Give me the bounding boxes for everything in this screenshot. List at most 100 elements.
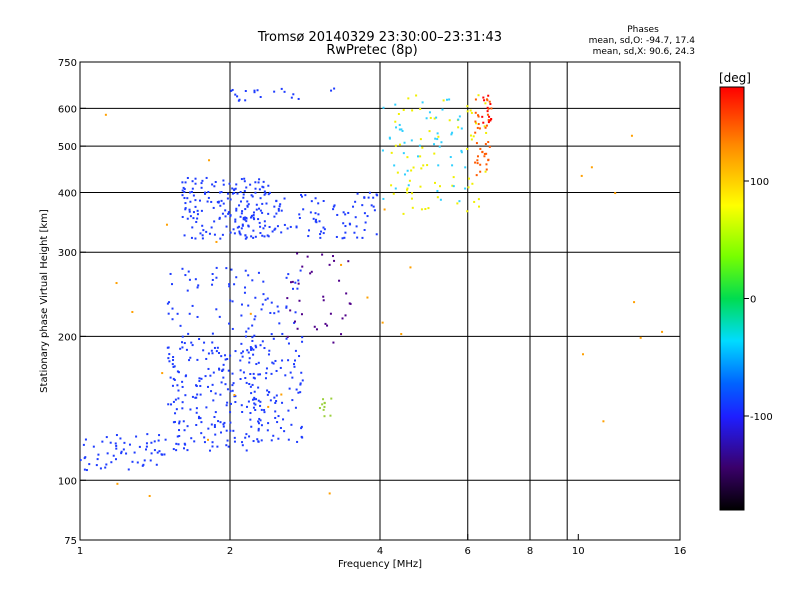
data-point xyxy=(257,420,260,423)
data-point xyxy=(470,111,473,114)
data-point xyxy=(264,192,267,195)
data-point xyxy=(172,365,175,368)
data-point xyxy=(253,396,256,399)
data-point xyxy=(242,218,245,221)
data-point xyxy=(127,468,130,471)
data-point xyxy=(602,420,605,423)
data-point xyxy=(230,268,233,271)
data-point xyxy=(247,304,250,307)
data-point xyxy=(186,425,189,428)
data-point xyxy=(218,368,221,371)
data-point xyxy=(213,185,216,188)
data-point xyxy=(213,233,216,236)
data-point xyxy=(226,401,229,404)
data-point xyxy=(460,127,463,130)
data-point xyxy=(329,312,332,315)
data-point xyxy=(246,200,249,203)
data-point xyxy=(219,393,222,396)
data-point xyxy=(299,382,302,385)
data-point xyxy=(180,341,183,344)
data-point xyxy=(119,437,122,440)
data-point xyxy=(397,112,400,115)
data-point xyxy=(274,359,277,362)
data-point xyxy=(294,406,297,409)
data-point xyxy=(252,406,255,409)
data-point xyxy=(234,220,237,223)
data-point xyxy=(177,443,180,446)
data-point xyxy=(314,197,317,200)
data-point xyxy=(457,118,460,121)
data-point xyxy=(222,179,225,182)
data-point xyxy=(270,439,273,442)
data-point xyxy=(211,445,214,448)
data-point xyxy=(293,321,296,324)
data-point xyxy=(238,232,241,235)
data-point xyxy=(259,232,262,235)
data-point xyxy=(234,218,237,221)
data-point xyxy=(246,205,249,208)
data-point xyxy=(321,403,324,406)
data-point xyxy=(445,98,448,101)
data-point xyxy=(275,212,278,215)
data-point xyxy=(99,467,102,470)
data-point xyxy=(173,365,176,368)
data-point xyxy=(345,292,348,295)
data-point xyxy=(239,233,242,236)
data-point xyxy=(258,188,261,191)
data-point xyxy=(328,492,331,495)
data-point xyxy=(449,156,452,159)
data-point xyxy=(281,359,284,362)
data-point xyxy=(186,217,189,220)
data-point xyxy=(253,377,256,380)
data-point xyxy=(252,353,255,356)
data-point xyxy=(216,346,219,349)
data-point xyxy=(323,405,326,408)
data-point xyxy=(181,181,184,184)
data-point xyxy=(277,415,280,418)
data-point xyxy=(433,143,436,146)
data-point xyxy=(241,350,244,353)
data-point xyxy=(196,393,199,396)
data-point xyxy=(209,449,212,452)
data-point xyxy=(208,232,211,235)
data-point xyxy=(466,147,469,150)
data-point xyxy=(212,371,215,374)
data-point xyxy=(356,236,359,239)
data-point xyxy=(306,255,309,258)
data-point xyxy=(215,266,218,269)
data-point xyxy=(274,416,277,419)
data-point xyxy=(475,174,478,177)
data-point xyxy=(240,303,243,306)
data-point xyxy=(241,444,244,447)
data-point xyxy=(298,299,301,302)
data-point xyxy=(252,348,255,351)
data-point xyxy=(281,401,284,404)
x-tick-label: 4 xyxy=(377,546,383,557)
data-point xyxy=(267,212,270,215)
data-point xyxy=(263,409,266,412)
data-point xyxy=(252,211,255,214)
data-point xyxy=(297,391,300,394)
data-point xyxy=(295,388,298,391)
data-point xyxy=(231,384,234,387)
data-point xyxy=(251,336,254,339)
data-point xyxy=(261,211,264,214)
data-point xyxy=(181,346,184,349)
data-point xyxy=(639,336,642,339)
data-point xyxy=(277,437,280,440)
data-point xyxy=(440,141,443,144)
chart-title: Tromsø 20140329 23:30:00–23:31:43 xyxy=(257,30,502,45)
data-point xyxy=(394,144,397,147)
data-point xyxy=(244,335,247,338)
data-point xyxy=(426,164,429,167)
data-point xyxy=(309,272,312,275)
data-point xyxy=(255,398,258,401)
data-point xyxy=(250,425,253,428)
data-point xyxy=(231,327,234,330)
data-point xyxy=(268,349,271,352)
data-point xyxy=(333,204,336,207)
data-point xyxy=(196,213,199,216)
data-point xyxy=(352,205,355,208)
data-point xyxy=(314,212,317,215)
data-point xyxy=(233,191,236,194)
